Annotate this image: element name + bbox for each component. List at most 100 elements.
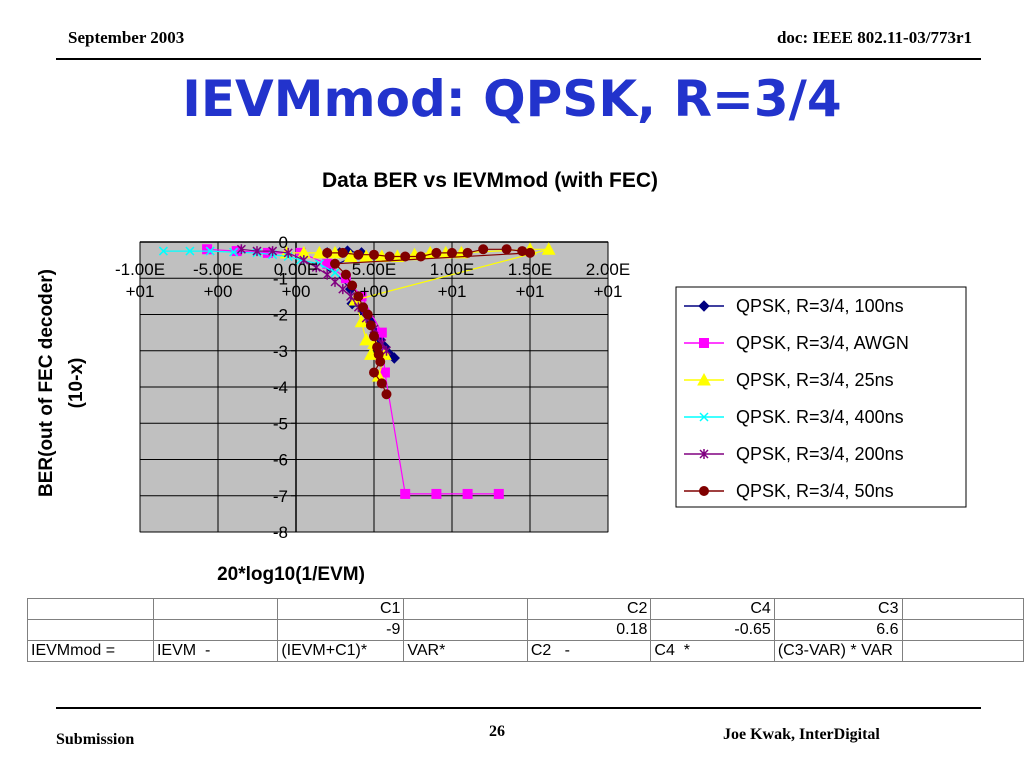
table-cell: -0.65 <box>650 619 775 641</box>
y-tick-label-7: -7 <box>273 487 288 506</box>
x-tick-label-3: 5.00E +00 <box>352 260 396 301</box>
series-5-point-7 <box>431 247 442 258</box>
footer-submission: Submission <box>56 731 135 748</box>
header-rule <box>56 58 981 60</box>
legend-marker-5 <box>699 486 709 496</box>
series-1-point-11 <box>462 488 473 499</box>
y-tick-label-8: -8 <box>273 523 288 542</box>
series-5-point-13 <box>525 247 535 258</box>
table-cell <box>901 640 1024 662</box>
series-4-point-7 <box>330 276 340 287</box>
series-5-point-17 <box>353 291 364 302</box>
series-1-point-12 <box>493 488 504 499</box>
legend-marker-3 <box>699 412 709 422</box>
series-1-point-0 <box>202 244 213 255</box>
series-5-point-0 <box>322 247 333 258</box>
series-4-point-8 <box>338 284 348 295</box>
y-axis-label: BER(out of FEC decoder) (10-x) <box>36 269 87 497</box>
table-cell <box>403 619 528 641</box>
legend-marker-1 <box>699 338 709 348</box>
table-cell: C4 <box>650 598 775 620</box>
legend-item-0: QPSK, R=3/4, 100ns <box>684 296 904 316</box>
x-tick-label-3-line-0: 5.00E <box>352 260 396 279</box>
series-5-point-11 <box>501 244 512 255</box>
y-axis-label-line-1: BER(out of FEC decoder) <box>36 269 57 497</box>
legend-marker-4 <box>699 449 709 459</box>
table-cell <box>27 598 154 620</box>
table-cell <box>901 619 1024 641</box>
series-5-point-27 <box>381 389 392 400</box>
x-tick-label-5-line-0: 1.50E <box>508 260 552 279</box>
table-cell <box>152 619 279 641</box>
x-tick-label-6-line-0: 2.00E <box>586 260 630 279</box>
series-5-point-24 <box>375 356 386 367</box>
series-3-point-1 <box>185 246 195 256</box>
table-cell: -9 <box>277 619 405 641</box>
series-5 <box>322 244 535 400</box>
x-tick-label-0: -1.00E +01 <box>115 260 165 301</box>
series-3-point-2 <box>205 246 215 256</box>
x-tick-label-6: 2.00E +01 <box>586 260 630 301</box>
series-5-point-25 <box>369 367 379 378</box>
series-4-point-0 <box>236 244 246 255</box>
table-row: IEVMmod = IEVM - (IEVM+C1)* VAR* C2 - C4 * (C3… <box>27 640 1024 662</box>
series-3-point-3 <box>229 247 239 257</box>
series-4-point-14 <box>381 345 392 356</box>
table-row: -9 0.18 -0.65 6.6 <box>27 619 1024 641</box>
legend-box <box>675 286 967 508</box>
table-cell: (C3-VAR) * VAR <box>773 640 903 662</box>
x-tick-label-4-line-0: 1.00E <box>430 260 474 279</box>
parameter-table: C1 C2 C4 C3 -9 0.18 -0.65 6.6 IEVMmod = IEVM - (IE… <box>27 598 1024 662</box>
series-4-point-5 <box>311 262 321 273</box>
series-5-point-3 <box>369 249 379 260</box>
x-tick-label-4-line-1: +01 <box>438 282 467 301</box>
legend: QPSK, R=3/4, 100ns QPSK, R=3/4, AWGN QPSK,… <box>684 296 909 501</box>
ber-chart: Data BER vs IEVMmod (with FEC) 0 -1 -2 -3 -4… <box>36 169 967 585</box>
y-tick-label-6: -6 <box>273 451 288 470</box>
x-tick-label-1: -5.00E +00 <box>193 260 243 301</box>
series-3 <box>158 246 340 278</box>
series-5-point-2 <box>353 249 364 260</box>
y-axis-label-line-2: (10-x) <box>66 358 87 409</box>
header-doc-id: doc: IEEE 802.11-03/773r1 <box>776 28 972 47</box>
page-number: 26 <box>489 723 505 740</box>
legend-item-5: QPSK, R=3/4, 50ns <box>684 481 894 501</box>
series-5-point-21 <box>369 331 379 342</box>
series-1-point-10 <box>431 488 442 499</box>
x-tick-label-5-line-1: +01 <box>516 282 545 301</box>
y-tick-label-5: -5 <box>273 414 288 433</box>
legend-marker-0 <box>698 300 710 312</box>
table-cell: (IEVM+C1)* <box>277 640 405 662</box>
table-cell <box>403 598 528 620</box>
series-5-point-6 <box>415 251 426 262</box>
legend-label-3: QPSK. R=3/4, 400ns <box>736 407 904 427</box>
legend-label-1: QPSK, R=3/4, AWGN <box>736 333 909 353</box>
x-tick-label-3-line-1: +00 <box>360 282 389 301</box>
x-tick-label-4: 1.00E +01 <box>430 260 474 301</box>
legend-label-2: QPSK, R=3/4, 25ns <box>736 370 894 390</box>
table-cell <box>152 598 279 620</box>
x-tick-label-6-line-1: +01 <box>594 282 623 301</box>
y-tick-label-3: -3 <box>273 342 288 361</box>
x-tick-label-1-line-1: +00 <box>204 282 233 301</box>
tick-labels: 0-1-2-3-4-5-6-7-8-1.00E +01-5.00E +000.00E… <box>115 233 630 542</box>
series-5-point-18 <box>358 302 369 313</box>
table-row: C1 C2 C4 C3 <box>27 598 1024 620</box>
x-tick-label-1-line-0: -5.00E <box>193 260 243 279</box>
x-tick-label-5: 1.50E +01 <box>508 260 552 301</box>
table-cell: 6.6 <box>773 619 903 641</box>
y-tick-label-0: 0 <box>279 233 288 252</box>
series-5-point-8 <box>447 247 457 258</box>
x-tick-label-2-line-0: 0.00E <box>274 260 318 279</box>
legend-label-5: QPSK, R=3/4, 50ns <box>736 481 894 501</box>
table-cell: C1 <box>277 598 405 620</box>
legend-item-3: QPSK. R=3/4, 400ns <box>684 407 904 427</box>
table-cell <box>901 598 1024 620</box>
series-2-point-13 <box>541 242 556 255</box>
table-cell: IEVM - <box>152 640 279 662</box>
series-4-point-6 <box>322 269 332 280</box>
data-series <box>158 242 556 499</box>
table-cell: C4 * <box>650 640 775 662</box>
series-3-point-9 <box>330 268 340 278</box>
legend-label-4: QPSK, R=3/4, 200ns <box>736 444 904 464</box>
